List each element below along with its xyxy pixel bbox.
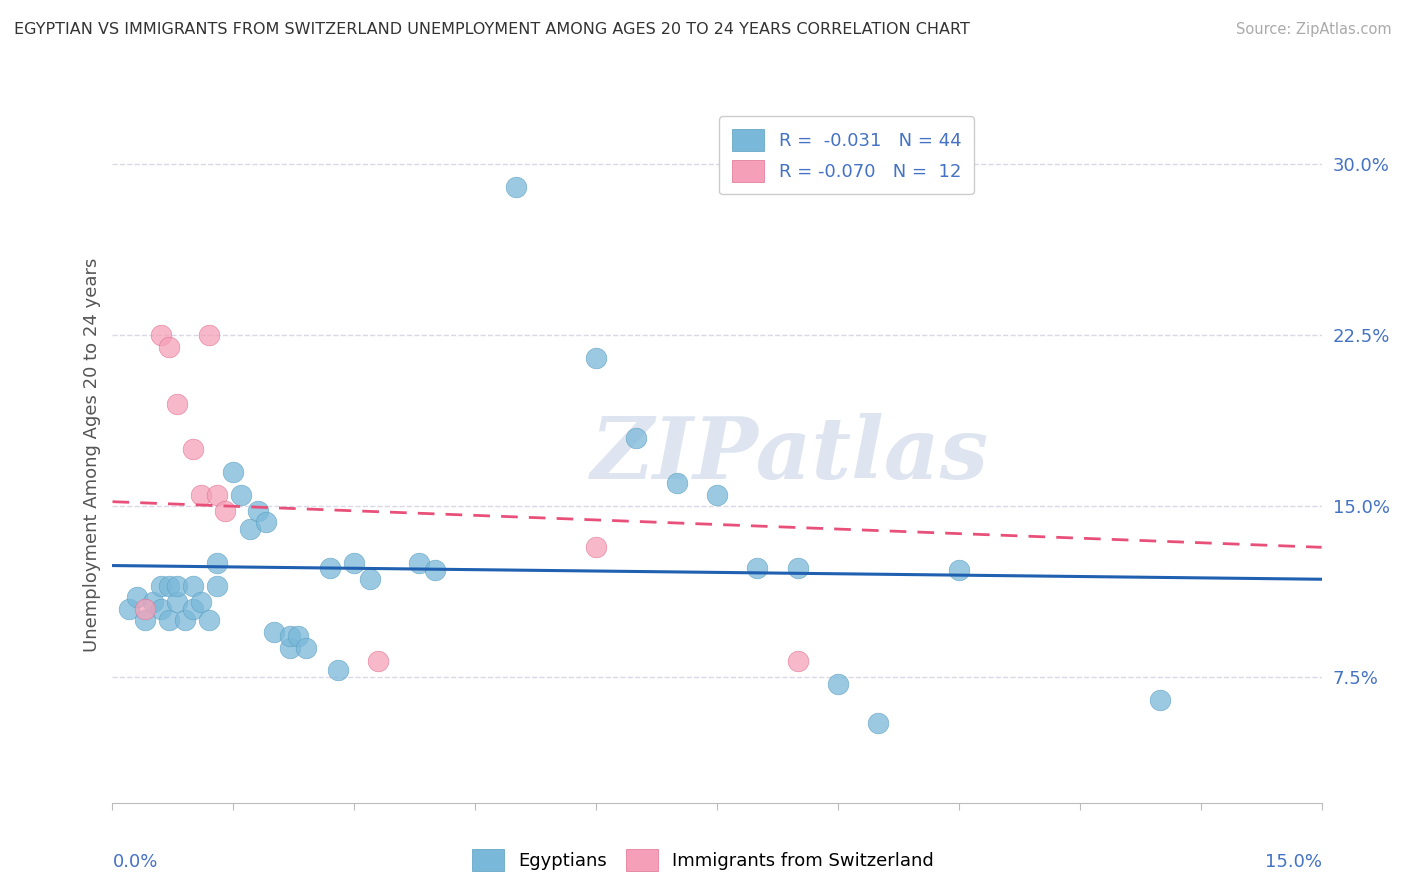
Point [343, 556, 366, 570]
Point [263, 624, 285, 639]
Point [207, 488, 229, 502]
Text: 0.0%: 0.0% [112, 853, 157, 871]
Point [827, 677, 849, 691]
Text: Source: ZipAtlas.com: Source: ZipAtlas.com [1236, 22, 1392, 37]
Point [238, 522, 260, 536]
Point [190, 595, 212, 609]
Point [246, 504, 269, 518]
Point [254, 515, 277, 529]
Point [157, 579, 180, 593]
Point [214, 504, 236, 518]
Point [278, 629, 301, 643]
Point [231, 488, 253, 502]
Point [747, 561, 769, 575]
Point [166, 595, 188, 609]
Point [408, 556, 430, 570]
Point [328, 664, 350, 678]
Point [1149, 693, 1171, 707]
Point [149, 579, 172, 593]
Legend: R =  -0.031   N = 44, R = -0.070   N =  12: R = -0.031 N = 44, R = -0.070 N = 12 [720, 116, 974, 194]
Point [157, 340, 180, 354]
Point [198, 328, 221, 343]
Point [278, 640, 301, 655]
Point [207, 579, 229, 593]
Point [868, 715, 890, 730]
Point [222, 465, 245, 479]
Text: EGYPTIAN VS IMMIGRANTS FROM SWITZERLAND UNEMPLOYMENT AMONG AGES 20 TO 24 YEARS C: EGYPTIAN VS IMMIGRANTS FROM SWITZERLAND … [14, 22, 970, 37]
Point [359, 572, 381, 586]
Point [181, 602, 204, 616]
Point [149, 328, 172, 343]
Point [198, 613, 221, 627]
Point [117, 602, 139, 616]
Point [142, 595, 165, 609]
Point [174, 613, 197, 627]
Point [367, 654, 389, 668]
Point [706, 488, 728, 502]
Point [665, 476, 688, 491]
Point [319, 561, 342, 575]
Point [134, 602, 156, 616]
Point [295, 640, 318, 655]
Point [626, 431, 648, 445]
Point [287, 629, 309, 643]
Point [948, 563, 970, 577]
Point [585, 541, 607, 555]
Point [786, 654, 808, 668]
Point [505, 180, 527, 194]
Point [786, 561, 808, 575]
Text: 15.0%: 15.0% [1264, 853, 1322, 871]
Point [166, 396, 188, 410]
Legend: Egyptians, Immigrants from Switzerland: Egyptians, Immigrants from Switzerland [464, 842, 942, 879]
Y-axis label: Unemployment Among Ages 20 to 24 years: Unemployment Among Ages 20 to 24 years [83, 258, 101, 652]
Point [585, 351, 607, 365]
Text: ZIPatlas: ZIPatlas [591, 413, 988, 497]
Point [149, 602, 172, 616]
Point [157, 613, 180, 627]
Point [125, 591, 148, 605]
Point [207, 556, 229, 570]
Point [134, 613, 156, 627]
Point [190, 488, 212, 502]
Point [423, 563, 446, 577]
Point [166, 579, 188, 593]
Point [181, 442, 204, 457]
Point [181, 579, 204, 593]
